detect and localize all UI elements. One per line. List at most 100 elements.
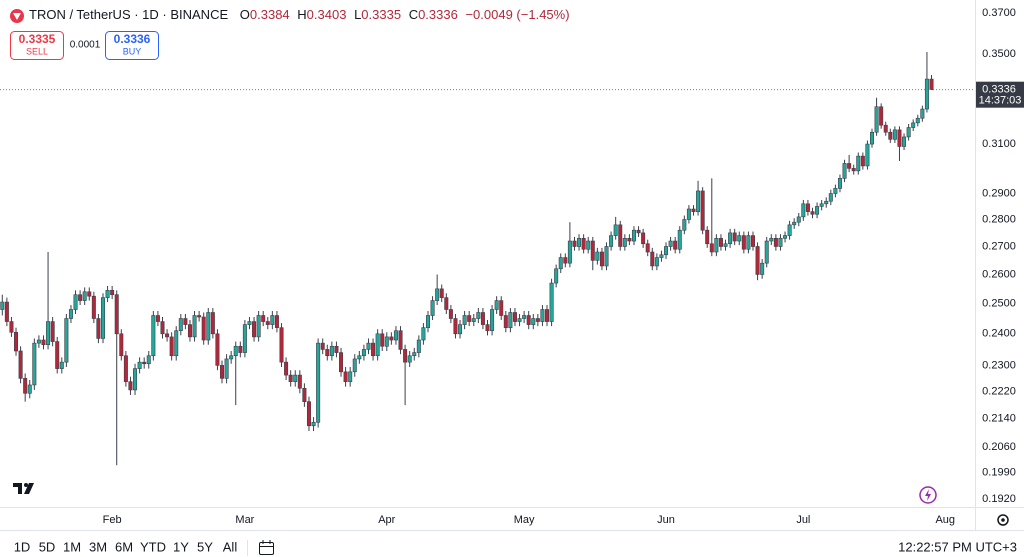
candle-body xyxy=(128,381,133,391)
candle-body xyxy=(197,315,202,318)
sell-price[interactable]: 0.3335 xyxy=(19,32,56,46)
candle-body xyxy=(815,206,820,215)
sell-label[interactable]: SELL xyxy=(26,46,48,56)
candle-body xyxy=(233,345,238,357)
candle-body xyxy=(256,315,261,338)
lightning-button[interactable] xyxy=(919,486,937,504)
candle-body xyxy=(68,309,73,319)
x-tick-label: Jul xyxy=(796,514,810,526)
candle-body xyxy=(114,294,119,335)
range-button[interactable]: 6M xyxy=(115,539,133,554)
candle-body xyxy=(293,374,298,382)
candle-body xyxy=(284,361,289,376)
plot xyxy=(0,51,934,466)
candle-body xyxy=(650,251,655,267)
range-button[interactable]: 3M xyxy=(89,539,107,554)
candle-body xyxy=(439,288,444,298)
candle-body xyxy=(874,106,879,133)
candle-body xyxy=(220,365,225,379)
candle-body xyxy=(462,315,467,325)
buy-button-frame[interactable] xyxy=(105,31,159,60)
lightning-ring[interactable] xyxy=(919,486,937,504)
candle-body xyxy=(288,374,293,382)
calendar-icon[interactable] xyxy=(259,542,274,555)
candle-body xyxy=(36,339,41,344)
range-button[interactable]: 5Y xyxy=(197,539,213,554)
candle-body xyxy=(599,251,604,267)
candle-body xyxy=(851,168,856,172)
candle-body xyxy=(160,321,165,335)
y-tick-label: 0.2060 xyxy=(982,441,1016,453)
gear-center[interactable] xyxy=(1001,518,1005,522)
candle-body xyxy=(50,321,55,342)
gear[interactable] xyxy=(997,514,1009,526)
buy-price[interactable]: 0.3336 xyxy=(114,32,151,46)
candle-body xyxy=(883,124,888,133)
y-tick-label: 0.2800 xyxy=(982,213,1016,225)
tv-logo[interactable] xyxy=(13,483,34,494)
candle-body xyxy=(705,229,710,245)
buy-button[interactable]: 0.3336 BUY xyxy=(105,31,159,60)
candle-body xyxy=(819,203,824,207)
candle-body xyxy=(151,315,156,357)
candle-body xyxy=(119,333,124,357)
range-button[interactable]: 1D xyxy=(14,539,31,554)
candle-body xyxy=(746,235,751,250)
ohlc-key: C xyxy=(409,7,418,22)
clock[interactable]: 12:22:57 PM UTC+3 xyxy=(898,539,1017,554)
candle-body xyxy=(485,324,490,332)
date-range-button[interactable] xyxy=(259,540,274,555)
y-tick-label: 0.2140 xyxy=(982,413,1016,425)
candle-body xyxy=(215,333,220,366)
sell-button-frame[interactable] xyxy=(10,31,64,60)
settings-button[interactable] xyxy=(997,514,1009,526)
buy-label[interactable]: BUY xyxy=(123,46,142,56)
y-tick-label: 0.2900 xyxy=(982,187,1016,199)
candle-body xyxy=(892,129,897,140)
range-button[interactable]: 1Y xyxy=(173,539,189,554)
candle-body xyxy=(133,368,138,391)
ohlc-key: H xyxy=(297,7,306,22)
candle-body xyxy=(0,301,5,310)
legend: TRON / TetherUS · 1D · BINANCE O0.3384 H… xyxy=(29,7,570,22)
candle-body xyxy=(265,321,270,325)
candle-body xyxy=(778,238,783,247)
candle-body xyxy=(801,203,806,218)
candle-body xyxy=(270,315,275,325)
y-tick-label: 0.2600 xyxy=(982,268,1016,280)
y-tick-label: 0.1920 xyxy=(982,493,1016,505)
range-button[interactable]: All xyxy=(223,539,238,554)
candle-body xyxy=(4,301,9,322)
logo-part[interactable] xyxy=(13,483,22,494)
range-button[interactable]: 5D xyxy=(39,539,56,554)
sell-button[interactable]: 0.3335 SELL xyxy=(10,31,64,60)
logo-part[interactable] xyxy=(24,483,28,487)
candle-body xyxy=(915,117,920,124)
candle-body xyxy=(32,342,37,386)
candle-body xyxy=(783,235,788,239)
candle-body xyxy=(792,221,797,226)
candle-body xyxy=(357,355,362,360)
candle-body xyxy=(577,238,582,247)
candle-body xyxy=(824,200,829,205)
candle-body xyxy=(9,321,14,333)
lightning-bolt[interactable] xyxy=(925,489,931,501)
candle-body xyxy=(366,342,371,350)
candle-body xyxy=(741,235,746,250)
candle-body xyxy=(545,309,550,322)
candle-body xyxy=(870,131,875,145)
candle-body xyxy=(636,229,641,234)
candle-body xyxy=(87,291,92,297)
candle-body xyxy=(590,240,595,261)
logo-part[interactable] xyxy=(24,483,34,494)
range-button[interactable]: YTD xyxy=(140,539,166,554)
candle-body xyxy=(805,203,810,212)
ohlc-key: O xyxy=(240,7,250,22)
candle-body xyxy=(737,235,742,242)
symbol-logo-mark xyxy=(13,13,21,20)
candle-body xyxy=(343,371,348,382)
range-button[interactable]: 1M xyxy=(63,539,81,554)
candle-body xyxy=(380,333,385,347)
candle-body xyxy=(247,321,252,325)
